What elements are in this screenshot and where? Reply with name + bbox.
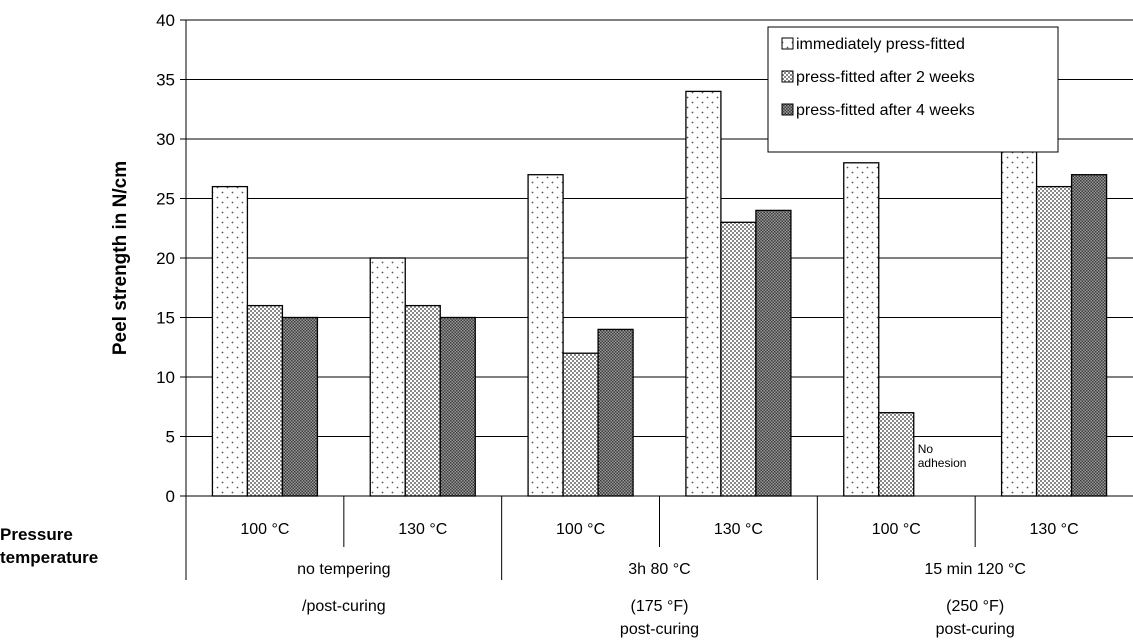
group-label: (175 °F) (631, 598, 689, 615)
row-label-line: Pressure (0, 525, 73, 544)
tick-labels: 0 5 10 15 20 25 30 35 40 100 °C 130 °C 100 °C 130 °C… (156, 11, 1079, 538)
legend-label: immediately press-fitted (796, 36, 965, 53)
bar-press-fitted-after-4-weeks (439, 316, 476, 497)
group-label: (250 °F) (946, 598, 1004, 615)
y-axis-title: Peel strength in N/cm (110, 161, 131, 355)
y-tick-label: 20 (156, 249, 175, 268)
bar-press-fitted-after-2-weeks (720, 221, 757, 497)
gridlines (186, 19, 1133, 437)
y-tick-label: 0 (166, 487, 175, 506)
group-labels: no tempering/post-curing 3h 80 °C (175 °F)… (297, 561, 1026, 638)
bar-press-fitted-after-2-weeks (404, 304, 441, 497)
y-tick-label: 5 (166, 428, 175, 447)
legend-label: press-fitted after 4 weeks (796, 102, 975, 119)
row-label: Pressure temperature (0, 525, 98, 567)
y-tick-label: 30 (156, 130, 175, 149)
bar-press-fitted-after-4-weeks (1070, 174, 1108, 497)
x-category-label: 100 °C (240, 521, 289, 538)
legend-swatch (781, 103, 794, 116)
row-label-line: temperature (0, 548, 98, 567)
group-label: /post-curing (302, 598, 386, 615)
bar-immediately-press-fitted (1000, 150, 1038, 497)
bar-immediately-press-fitted (527, 174, 564, 497)
y-tick-label: 25 (156, 190, 175, 209)
legend-swatch (781, 70, 794, 83)
y-tick-label: 10 (156, 368, 175, 387)
bar-press-fitted-after-4-weeks (755, 209, 792, 497)
x-category-label: 130 °C (714, 521, 763, 538)
bar-immediately-press-fitted (843, 162, 880, 497)
x-category-label: 100 °C (556, 521, 605, 538)
bar-immediately-press-fitted (369, 257, 406, 497)
x-category-label: 130 °C (1030, 521, 1079, 538)
bar-press-fitted-after-2-weeks (562, 352, 599, 497)
bars (211, 90, 1108, 497)
annotation-text: adhesion (918, 456, 967, 470)
x-category-label: 100 °C (872, 521, 921, 538)
annotation-text: No (918, 442, 934, 456)
bar-press-fitted-after-4-weeks (281, 316, 319, 497)
y-tick-label: 35 (156, 71, 175, 90)
x-category-label: 130 °C (398, 521, 447, 538)
legend-label: press-fitted after 2 weeks (796, 69, 975, 86)
group-label: post-curing (620, 621, 699, 638)
bar-press-fitted-after-2-weeks (246, 304, 284, 497)
legend-box (767, 26, 1059, 153)
bar-press-fitted-after-2-weeks (1035, 185, 1073, 497)
bar-immediately-press-fitted (211, 185, 249, 497)
group-label: no tempering (297, 561, 390, 578)
bar-press-fitted-after-4-weeks (597, 328, 634, 497)
bar-press-fitted-after-2-weeks (878, 412, 915, 497)
y-tick-label: 15 (156, 309, 175, 328)
legend-swatch (781, 37, 794, 50)
group-label: 15 min 120 °C (924, 561, 1026, 578)
bar-immediately-press-fitted (685, 90, 722, 497)
group-label: post-curing (936, 621, 1015, 638)
group-label: 3h 80 °C (628, 561, 690, 578)
y-tick-label: 40 (156, 11, 175, 30)
axes (180, 19, 1133, 580)
legend: immediately press-fitted press-fitted aft… (767, 26, 1059, 153)
